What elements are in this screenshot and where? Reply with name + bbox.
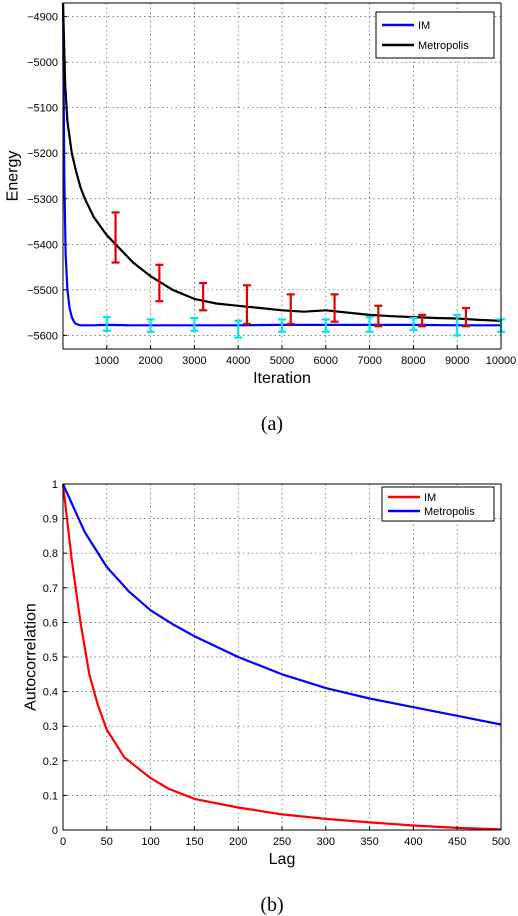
x-tick-label: 8000	[401, 355, 425, 367]
errorbar-metropolis	[155, 263, 164, 303]
legend-label-metropolis: Metropolis	[418, 40, 469, 52]
x-tick-label: 2000	[138, 355, 162, 367]
errorbar-im	[453, 313, 462, 337]
energy-tick-labels: 1000 2000 3000 4000 5000 6000 7000 8000 9000 1000…	[27, 12, 516, 367]
autocorrelation-legend: IM Metropolis	[381, 486, 495, 522]
y-tick-label: −5400	[27, 239, 58, 251]
y-tick-label: 0.8	[43, 548, 58, 560]
errorbar-im	[278, 318, 286, 333]
errorbar-im	[234, 319, 243, 339]
errorbar-metropolis	[286, 293, 295, 326]
errorbar-im	[102, 316, 111, 332]
x-tick-label: 450	[448, 836, 466, 848]
x-tick-label: 5000	[270, 355, 294, 367]
x-tick-label: 9000	[445, 355, 469, 367]
y-tick-label: 0.7	[43, 583, 58, 595]
errorbar-metropolis	[199, 281, 208, 312]
y-tick-label: 0.9	[43, 514, 58, 526]
autocorrelation-plot-frame	[62, 483, 502, 831]
x-tick-label: 200	[229, 836, 247, 848]
autocorrelation-chart: 0 50 100 150 200 250 300 350 400 450 500 0 0.1 0.2 0.3…	[23, 479, 511, 916]
x-tick-label: 7000	[357, 355, 381, 367]
autocorrelation-gridlines	[63, 484, 501, 830]
y-tick-label: 0.1	[43, 790, 58, 802]
x-tick-label: 250	[273, 836, 291, 848]
legend-box	[381, 486, 495, 522]
x-tick-label: 400	[404, 836, 422, 848]
errorbar-metropolis	[242, 284, 251, 326]
energy-legend: IM Metropolis	[375, 11, 495, 59]
y-tick-label: −5000	[27, 57, 58, 69]
series-line-metropolis	[61, 2, 502, 322]
x-tick-label: 100	[141, 836, 159, 848]
legend-label-im: IM	[424, 492, 436, 504]
legend-label-metropolis: Metropolis	[424, 506, 475, 518]
y-tick-label: −4900	[27, 12, 58, 24]
errorbar-im	[146, 318, 155, 333]
y-tick-label: 0.4	[43, 687, 58, 699]
energy-chart: 1000 2000 3000 4000 5000 6000 7000 8000 9000 1000…	[5, 2, 516, 435]
errorbar-im	[321, 318, 330, 333]
energy-x-axis-label: Iteration	[253, 370, 311, 387]
y-tick-label: −5600	[27, 330, 58, 342]
x-tick-label: 150	[185, 836, 203, 848]
x-tick-label: 0	[60, 836, 66, 848]
y-tick-label: −5300	[27, 194, 58, 206]
errorbar-metropolis	[111, 211, 120, 264]
errorbar-im	[190, 316, 199, 332]
autocorrelation-x-axis-label: Lag	[269, 851, 296, 868]
x-tick-label: 500	[492, 836, 510, 848]
energy-gridlines	[63, 3, 501, 349]
x-tick-label: 300	[317, 836, 335, 848]
y-tick-label: 0.6	[43, 617, 58, 629]
autocorrelation-caption: (b)	[260, 894, 283, 916]
y-tick-label: 0.5	[43, 652, 58, 664]
x-tick-label: 3000	[182, 355, 206, 367]
y-tick-label: 0	[52, 825, 58, 837]
errorbar-metropolis	[374, 304, 383, 328]
y-tick-label: −5100	[27, 103, 58, 115]
legend-label-im: IM	[418, 20, 430, 32]
autocorrelation-tick-labels: 0 50 100 150 200 250 300 350 400 450 500 0 0.1 0.2 0.3…	[43, 479, 510, 848]
y-tick-label: 1	[52, 479, 58, 491]
y-tick-label: 0.2	[43, 756, 58, 768]
errorbar-im	[365, 316, 374, 333]
series-line-im	[61, 2, 501, 327]
x-tick-label: 1000	[95, 355, 119, 367]
autocorrelation-series-group	[61, 483, 502, 831]
legend-box	[375, 11, 495, 59]
x-tick-label: 10000	[486, 355, 517, 367]
x-tick-label: 350	[360, 836, 378, 848]
errorbar-metropolis	[418, 313, 427, 328]
x-tick-label: 4000	[226, 355, 250, 367]
series-line-im	[61, 483, 502, 831]
errorbar-metropolis	[461, 306, 470, 328]
x-tick-label: 6000	[314, 355, 338, 367]
y-tick-label: 0.3	[43, 721, 58, 733]
x-tick-label: 50	[101, 836, 113, 848]
errorbar-metropolis	[330, 293, 339, 323]
y-tick-label: −5200	[27, 148, 58, 160]
autocorrelation-y-axis-label: Autocorrelation	[23, 603, 40, 711]
energy-y-axis-label: Energy	[5, 151, 22, 202]
energy-caption: (a)	[261, 413, 283, 435]
errorbar-im	[409, 316, 418, 331]
y-tick-label: −5500	[27, 285, 58, 297]
series-line-metropolis	[61, 483, 502, 726]
